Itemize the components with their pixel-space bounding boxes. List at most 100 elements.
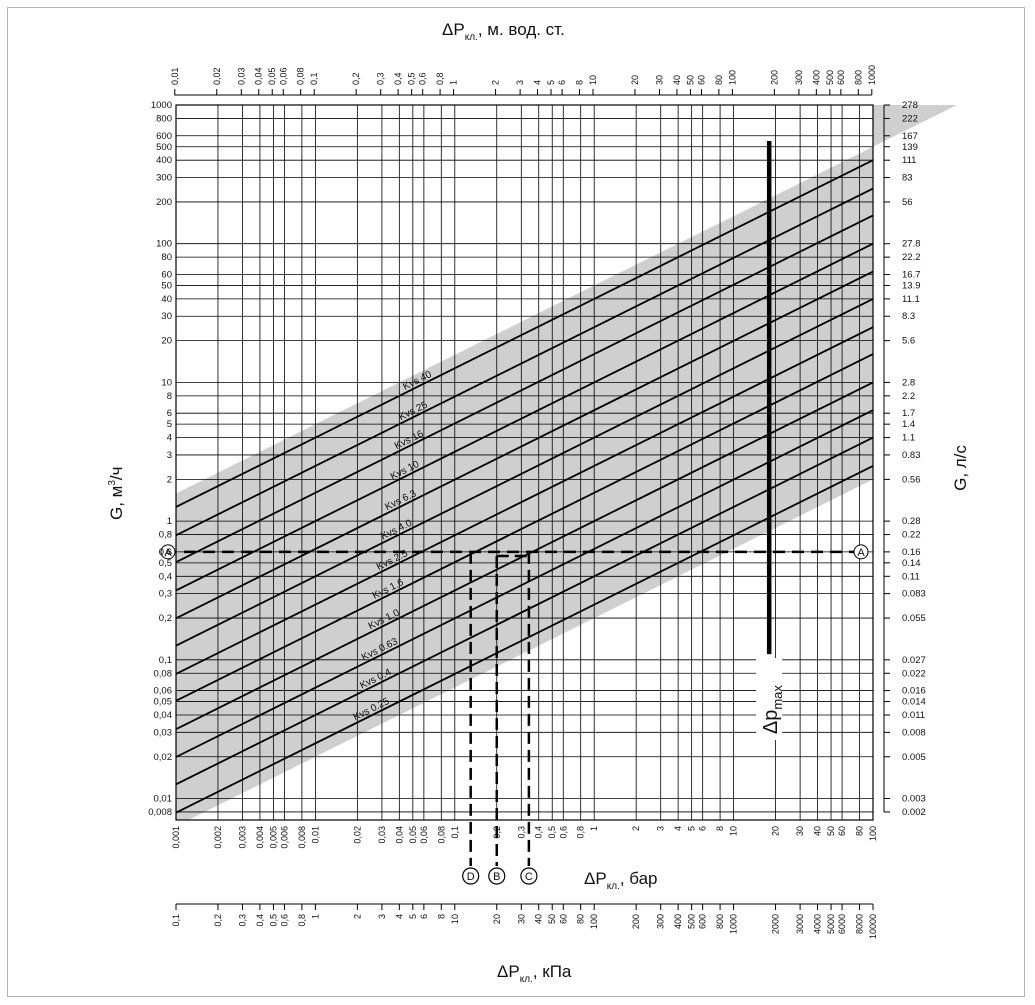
right-tick-label: 0.014 bbox=[902, 697, 926, 708]
top-tick-label: 40 bbox=[672, 75, 682, 85]
left-tick-label: 20 bbox=[161, 336, 172, 347]
top-tick-label: 0,4 bbox=[393, 72, 403, 85]
kpa-tick-label: 50 bbox=[547, 914, 557, 924]
bottom-bar-tick-label: 0,006 bbox=[280, 826, 290, 849]
left-tick-label: 0,8 bbox=[159, 530, 172, 541]
top-tick-label: 0,5 bbox=[407, 72, 417, 85]
top-tick-label: 1000 bbox=[867, 65, 877, 85]
left-tick-label: 30 bbox=[161, 311, 172, 322]
bottom-bar-tick-label: 0,002 bbox=[213, 826, 223, 849]
kpa-tick-label: 0,1 bbox=[171, 914, 181, 927]
kpa-tick-label: 10 bbox=[450, 914, 460, 924]
left-tick-label: 100 bbox=[156, 239, 172, 250]
bottom-bar-tick-label: 0,4 bbox=[534, 826, 544, 839]
kvs-line bbox=[175, 436, 874, 786]
kvs-line bbox=[175, 214, 874, 563]
right-tick-label: 11.1 bbox=[902, 294, 920, 305]
marker-circle bbox=[488, 867, 506, 885]
right-tick-label: 0.008 bbox=[902, 727, 926, 738]
left-tick-label: 1000 bbox=[151, 100, 172, 111]
left-tick-label: 500 bbox=[156, 142, 172, 153]
top-tick-label: 0,2 bbox=[351, 73, 361, 86]
marker-circle-a bbox=[853, 544, 869, 560]
axes: 0,001 0,002 0,003 0,004 0,005 0,006 0,008 0,01 0… bbox=[107, 20, 970, 985]
bottom-bar-axis-title: ΔPкл., бар bbox=[584, 869, 658, 892]
right-tick-label: 56 bbox=[902, 197, 913, 208]
kpa-tick-label: 2000 bbox=[771, 914, 781, 934]
right-tick-label: 0.016 bbox=[902, 686, 926, 697]
top-tick-label: 6 bbox=[557, 80, 567, 85]
kpa-tick-label: 3000 bbox=[795, 914, 805, 934]
right-tick-label: 83 bbox=[902, 173, 913, 184]
right-tick-label: 111 bbox=[902, 155, 916, 166]
kpa-tick-label: 100 bbox=[589, 914, 599, 929]
kpa-tick-label: 2 bbox=[352, 914, 362, 919]
kpa-tick-label: 6 bbox=[419, 914, 429, 919]
kpa-tick-label: 0,8 bbox=[297, 914, 307, 927]
right-tick-label: 1.4 bbox=[902, 419, 915, 430]
chart-frame bbox=[7, 7, 1025, 997]
bottom-bar-tick-label: 5 bbox=[687, 826, 697, 831]
left-tick-label: 10 bbox=[161, 377, 172, 388]
top-tick-label: 10 bbox=[588, 75, 598, 85]
bottom-bar-tick-label: 0,003 bbox=[238, 826, 248, 849]
left-tick-label: 50 bbox=[161, 280, 172, 291]
right-tick-label: 222 bbox=[902, 113, 918, 124]
bottom-bar-tick-label: 10 bbox=[729, 826, 739, 836]
left-axis-title: G, м3/ч bbox=[107, 466, 126, 520]
kpa-tick-label: 500 bbox=[687, 914, 697, 929]
kpa-tick-label: 0,6 bbox=[280, 914, 290, 927]
bottom-bar-tick-label: 0,04 bbox=[394, 826, 404, 844]
bottom-bar-tick-label: 0,004 bbox=[255, 826, 265, 849]
top-tick-label: 0,03 bbox=[236, 67, 246, 85]
kpa-tick-label: 1000 bbox=[729, 914, 739, 934]
bottom-bar-tick-label: 8 bbox=[715, 826, 725, 831]
top-tick-label: 0,01 bbox=[170, 67, 180, 85]
kpa-tick-label: 30 bbox=[516, 914, 526, 924]
right-tick-label: 5.6 bbox=[902, 336, 915, 347]
left-tick-label: 0,4 bbox=[159, 571, 172, 582]
left-tick-label: 0,6 bbox=[159, 547, 172, 558]
reference-overlay: Δpmax A A D B C bbox=[160, 141, 869, 885]
bottom-bar-tick-label: 0,8 bbox=[576, 826, 586, 839]
top-tick-label: 30 bbox=[655, 75, 665, 85]
right-tick-label: 0.83 bbox=[902, 450, 921, 461]
right-tick-label: 16.7 bbox=[902, 269, 921, 280]
dp-max-label: Δpmax bbox=[760, 685, 785, 735]
left-tick-label: 0,06 bbox=[154, 686, 173, 697]
kvs-line bbox=[175, 298, 874, 647]
kpa-tick-label: 3 bbox=[377, 914, 387, 919]
right-tick-label: 0.022 bbox=[902, 668, 926, 679]
bottom-bar-tick-label: 0,5 bbox=[547, 826, 557, 839]
left-tick-label: 8 bbox=[167, 391, 172, 402]
kvs-line bbox=[175, 270, 874, 620]
right-tick-label: 27.8 bbox=[902, 239, 921, 250]
top-tick-label: 100 bbox=[727, 70, 737, 85]
left-tick-label: 0,008 bbox=[148, 807, 172, 818]
kpa-tick-label: 0,4 bbox=[255, 914, 265, 927]
right-tick-label: 0.56 bbox=[902, 474, 921, 485]
bottom-bar-tick-label: 2 bbox=[631, 826, 641, 831]
left-tick-label: 0,5 bbox=[159, 558, 172, 569]
kpa-tick-label: 5000 bbox=[826, 914, 836, 934]
bottom-bar-tick-label: 0,01 bbox=[310, 826, 320, 844]
kpa-tick-label: 0,2 bbox=[213, 914, 223, 927]
left-tick-label: 600 bbox=[156, 131, 172, 142]
top-tick-label: 0,06 bbox=[278, 67, 288, 85]
right-tick-label: 0.28 bbox=[902, 516, 921, 527]
top-tick-label: 0,8 bbox=[435, 72, 445, 85]
top-tick-label: 20 bbox=[630, 75, 640, 85]
right-tick-label: 0.11 bbox=[902, 571, 920, 582]
top-tick-label: 5 bbox=[546, 80, 556, 85]
bottom-bar-tick-label: 0,03 bbox=[377, 826, 387, 844]
bottom-bar-tick-label: 0,08 bbox=[436, 826, 446, 844]
bottom-bar-tick-label: 80 bbox=[855, 826, 865, 836]
top-tick-label: 0,08 bbox=[296, 67, 306, 85]
right-tick-label: 0.011 bbox=[902, 710, 925, 721]
right-tick-label: 1.7 bbox=[902, 408, 915, 419]
left-tick-label: 4 bbox=[167, 433, 172, 444]
right-tick-label: 0.083 bbox=[902, 589, 926, 600]
kvs-line bbox=[175, 353, 874, 702]
top-tick-label: 80 bbox=[714, 75, 724, 85]
kvs-line bbox=[175, 465, 874, 814]
